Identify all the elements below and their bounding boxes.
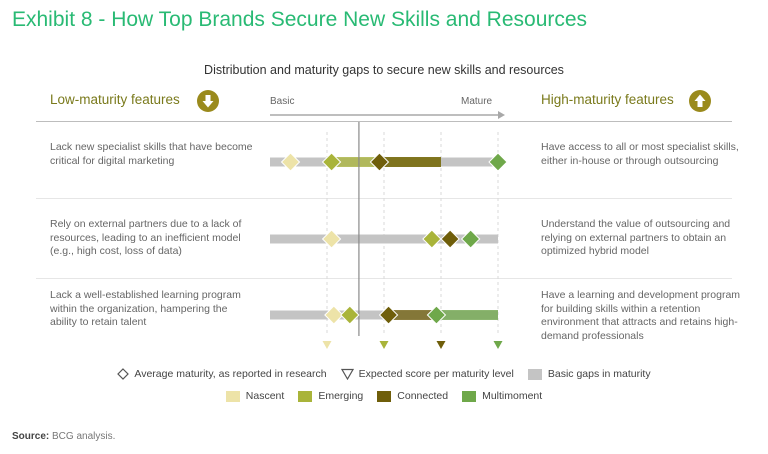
expected-marker-emerging: [379, 341, 389, 349]
diamond-emerging: [321, 152, 342, 172]
legend-nascent-label: Nascent: [245, 390, 285, 402]
expected-marker-connected: [436, 341, 446, 349]
expected-marker-nascent: [322, 341, 332, 349]
triangle-outline-icon: [340, 368, 354, 380]
legend-emerging-swatch: [298, 390, 313, 402]
legend-levels: Nascent Emerging Connected Multimoment: [0, 390, 768, 402]
diamond-nascent: [280, 152, 301, 172]
diamond-connected: [369, 152, 390, 172]
chart-subtitle: Distribution and maturity gaps to secure…: [204, 63, 564, 77]
legend-expected-score: Expected score per maturity level: [340, 368, 514, 380]
gap-bar-connected: [388, 310, 441, 320]
expected-marker-multimoment: [493, 341, 503, 349]
row-1-high-text: Have access to all or most specialist sk…: [541, 141, 739, 167]
basic-gap-bar: [270, 234, 498, 244]
arrow-up-icon: [689, 90, 711, 112]
legend-level-multimoment: Multimoment: [462, 390, 542, 402]
scale-arrow-head: [498, 111, 505, 119]
legend-nascent-swatch: [225, 390, 240, 402]
scale-mature-label: Mature: [461, 96, 493, 107]
low-maturity-header: Low-maturity features: [50, 92, 180, 107]
arrow-down-icon: [197, 90, 219, 112]
legend-multimoment-label: Multimoment: [482, 390, 543, 402]
exhibit-title: Exhibit 8 - How Top Brands Secure New Sk…: [12, 8, 588, 31]
maturity-plot: [270, 111, 508, 349]
row-3-high-text: Have a learning and development program …: [541, 289, 741, 342]
diamond-multimoment: [460, 229, 481, 249]
legend-markers: Average maturity, as reported in researc…: [0, 368, 768, 380]
source-text: BCG analysis.: [49, 431, 116, 442]
legend-average-maturity-label: Average maturity, as reported in researc…: [134, 368, 327, 380]
high-maturity-header: High-maturity features: [541, 92, 674, 107]
row-3-low-text: Lack a well-established learning program…: [50, 289, 241, 328]
diamond-nascent: [321, 229, 342, 249]
gap-bar-connected: [379, 157, 441, 167]
diamond-nascent: [324, 305, 344, 325]
row-1-low-text: Lack new specialist skills that have bec…: [50, 141, 253, 167]
diamond-outline-icon: [117, 368, 130, 380]
legend-emerging-label: Emerging: [318, 390, 364, 402]
source-label: Source:: [12, 431, 50, 442]
legend-expected-score-label: Expected score per maturity level: [358, 368, 514, 380]
gap-bar-multimoment: [436, 310, 498, 320]
row-2-low-text: Rely on external partners due to a lack …: [50, 218, 242, 257]
diamond-connected: [440, 229, 460, 249]
legend-multimoment-swatch: [462, 390, 477, 402]
diamond-emerging: [340, 305, 360, 325]
legend-level-nascent: Nascent: [225, 390, 285, 402]
header-divider: [36, 121, 732, 122]
legend-basic-gaps: Basic gaps in maturity: [527, 368, 651, 380]
legend-basic-gaps-swatch: [527, 368, 542, 380]
legend-basic-gaps-label: Basic gaps in maturity: [547, 368, 651, 380]
legend-level-connected: Connected: [377, 390, 448, 402]
source-note: Source: BCG analysis.: [12, 431, 115, 442]
scale-basic-label: Basic: [270, 96, 295, 107]
diamond-multimoment: [488, 152, 508, 172]
row-2-high-text: Understand the value of outsourcing and …: [541, 218, 731, 257]
legend-connected-swatch: [377, 390, 392, 402]
diamond-emerging: [422, 229, 442, 249]
diamond-connected: [378, 305, 399, 325]
legend-average-maturity: Average maturity, as reported in researc…: [117, 368, 327, 380]
legend-level-emerging: Emerging: [298, 390, 363, 402]
diamond-multimoment: [426, 305, 447, 325]
legend-connected-label: Connected: [397, 390, 449, 402]
